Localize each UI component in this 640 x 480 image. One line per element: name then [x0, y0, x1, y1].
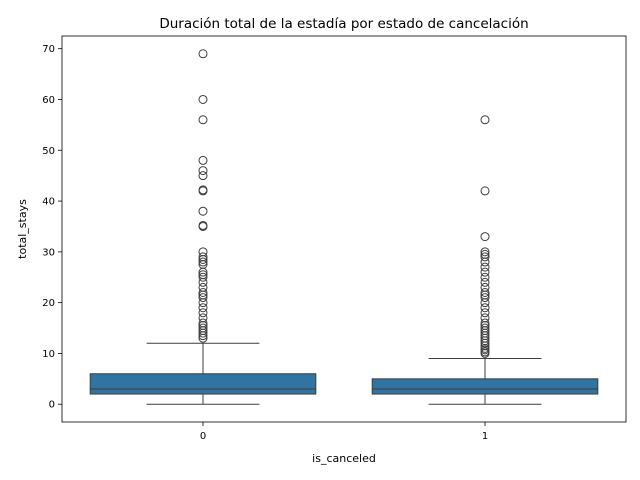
- iqr-box: [89, 373, 317, 395]
- plot-area: [89, 49, 599, 405]
- outlier-point: [198, 303, 208, 313]
- outlier-point: [480, 186, 490, 196]
- y-tick-label: 70: [42, 44, 55, 55]
- outlier-point: [198, 270, 208, 280]
- outlier-point: [198, 247, 208, 257]
- y-tick-label: 40: [42, 197, 55, 208]
- outlier-point: [480, 249, 490, 259]
- outlier-point: [480, 262, 490, 272]
- outlier-point: [198, 115, 208, 125]
- y-tick-label: 0: [49, 400, 55, 411]
- outlier-point: [480, 252, 490, 262]
- y-tick-label: 20: [42, 298, 55, 309]
- outlier-point: [198, 166, 208, 176]
- outlier-point: [480, 232, 490, 242]
- outlier-point: [480, 303, 490, 313]
- outlier-point: [480, 313, 490, 323]
- outlier-point: [480, 247, 490, 257]
- outlier-point: [198, 220, 208, 230]
- y-tick-label: 30: [42, 247, 55, 258]
- outlier-point: [480, 308, 490, 318]
- outlier-point: [198, 318, 208, 328]
- outlier-point: [198, 257, 208, 267]
- outlier-point: [198, 49, 208, 59]
- outlier-point: [480, 267, 490, 277]
- outlier-point: [198, 287, 208, 297]
- chart-title: Duración total de la estadía por estado …: [159, 16, 528, 32]
- outlier-point: [198, 308, 208, 318]
- x-tick-label: 0: [200, 431, 206, 442]
- y-axis-label: total_stays: [16, 199, 29, 259]
- y-tick-label: 10: [42, 349, 55, 360]
- outlier-point: [480, 323, 490, 333]
- outlier-point: [480, 293, 490, 303]
- axes: 0 10 20 30 40 50 60 70 0 1: [42, 44, 488, 442]
- outlier-point: [198, 282, 208, 292]
- x-axis-label: is_canceled: [312, 452, 376, 465]
- iqr-box: [371, 378, 599, 395]
- outlier-point: [198, 293, 208, 303]
- box-group-1: [371, 115, 599, 405]
- outlier-point: [198, 155, 208, 165]
- outlier-point: [480, 115, 490, 125]
- outlier-point: [198, 185, 208, 195]
- x-tick-label: 1: [482, 431, 488, 442]
- outlier-point: [198, 94, 208, 104]
- outlier-point: [480, 272, 490, 282]
- outlier-point: [480, 287, 490, 297]
- outlier-point: [198, 206, 208, 216]
- y-tick-label: 50: [42, 146, 55, 157]
- outlier-point: [198, 323, 208, 333]
- outlier-point: [480, 277, 490, 287]
- outlier-point: [198, 313, 208, 323]
- outlier-point: [480, 318, 490, 328]
- outlier-point: [480, 282, 490, 292]
- plot-frame: [61, 35, 627, 423]
- outlier-point: [198, 272, 208, 282]
- outlier-point: [198, 252, 208, 262]
- y-tick-label: 60: [42, 95, 55, 106]
- box-group-0: [89, 49, 317, 405]
- outlier-point: [198, 171, 208, 181]
